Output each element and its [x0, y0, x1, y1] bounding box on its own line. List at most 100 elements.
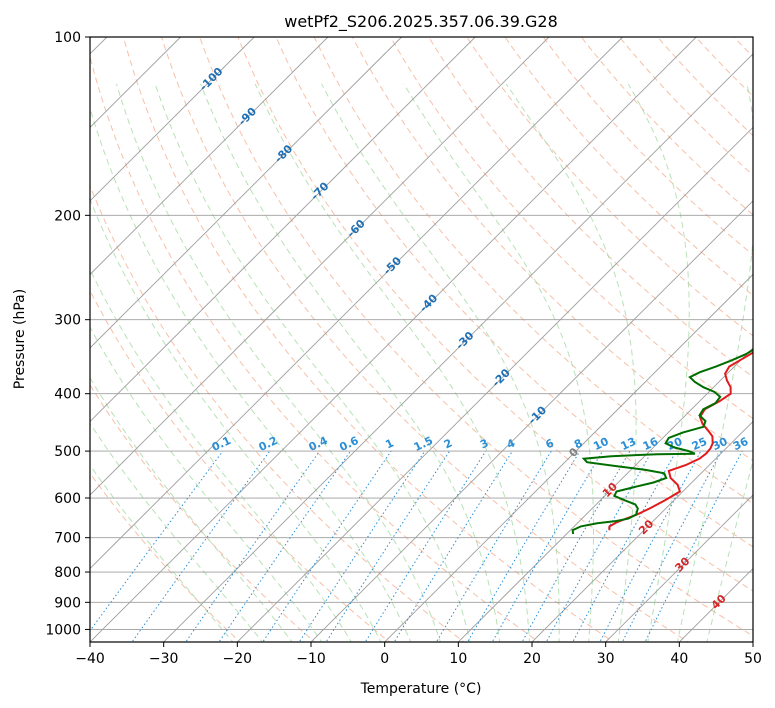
isotherm-label: -50 — [381, 254, 404, 277]
isotherm-label: -70 — [308, 179, 331, 202]
mixing-ratio-label: 4 — [505, 436, 518, 451]
mixing-ratio-line — [435, 450, 552, 642]
dry-adiabat-line — [389, 37, 753, 420]
mixing-ratio-line — [599, 450, 702, 642]
dry-adiabat-line — [161, 37, 690, 642]
dry-adiabat-line — [199, 37, 753, 637]
x-tick-label: 10 — [449, 651, 467, 667]
mixing-ratio-line — [218, 450, 351, 642]
moist-adiabat-line — [321, 83, 560, 642]
mixing-ratio-line — [393, 450, 513, 642]
y-tick-label: 300 — [54, 313, 81, 329]
isotherm-label: -30 — [453, 329, 476, 352]
temperature-profile-line — [608, 351, 753, 531]
moist-adiabat-line — [116, 83, 441, 642]
mixing-ratio-line — [325, 450, 451, 642]
isotherm-line — [605, 494, 753, 642]
isotherm-line — [90, 37, 550, 496]
isotherm-label: 40 — [709, 592, 729, 612]
x-tick-label: 30 — [597, 651, 615, 667]
moist-adiabat-line — [90, 464, 234, 642]
moist-adiabat-line — [505, 83, 637, 642]
isotherm-line — [90, 37, 697, 642]
dry-adiabat-line — [90, 289, 391, 642]
y-axis-label: Pressure (hPa) — [12, 289, 28, 389]
mixing-ratio-label: 2 — [442, 436, 454, 451]
isotherm-line — [90, 37, 476, 423]
mixing-ratio-line — [572, 450, 677, 642]
x-axis-label: Temperature (°C) — [360, 681, 482, 697]
x-tick-label: −20 — [223, 651, 253, 667]
moist-adiabat-line — [627, 83, 690, 642]
mixing-ratio-label: 30 — [710, 435, 730, 453]
x-tick-label: −40 — [75, 651, 105, 667]
y-tick-label: 800 — [54, 565, 81, 581]
x-tick-label: 0 — [380, 651, 389, 667]
y-tick-label: 100 — [54, 30, 81, 46]
dry-adiabat-line — [428, 37, 753, 378]
isotherm-label: -40 — [417, 291, 440, 314]
moist-adiabat-line — [706, 458, 753, 642]
dewpoint-profile-line — [571, 348, 753, 535]
mixing-ratio-label: 36 — [731, 435, 751, 453]
mixing-ratio-line — [621, 450, 722, 642]
dry-adiabat-line — [90, 472, 241, 642]
profile-lines — [571, 348, 753, 535]
isotherm-line — [679, 567, 753, 642]
y-tick-label: 500 — [54, 444, 81, 460]
x-tick-label: 20 — [523, 651, 541, 667]
isotherm-label: -20 — [490, 366, 513, 389]
chart-title: wetPf2_S206.2025.357.06.39.G28 — [284, 12, 558, 32]
isotherm-line — [90, 37, 623, 570]
mixing-ratio-label: 6 — [544, 436, 557, 451]
y-tick-label: 200 — [54, 208, 81, 224]
x-tick-label: −10 — [296, 651, 326, 667]
y-axis: 100 200 300 400 500 600 700 800 900 1000 — [45, 30, 90, 638]
isotherm-line — [90, 37, 402, 349]
plot-frame — [89, 36, 754, 643]
moist-adiabat-line — [90, 106, 412, 642]
mixing-ratio-line — [644, 450, 743, 642]
mixing-ratio-line — [466, 450, 581, 642]
isotherm-line — [458, 347, 753, 642]
dry-adiabat-line — [542, 37, 753, 256]
dry-adiabat-line — [275, 37, 753, 548]
dry-adiabat-line — [504, 37, 753, 296]
mixing-ratio-label: 1 — [383, 436, 395, 451]
isotherm-label: 20 — [636, 517, 656, 537]
background-lines — [90, 37, 753, 642]
isotherm-line — [237, 126, 753, 642]
dry-adiabat-line — [656, 37, 753, 137]
y-tick-label: 700 — [54, 531, 81, 547]
moist-adiabat-line — [90, 376, 293, 642]
contour-labels: 0.1 0.2 0.4 0.6 1 1.5 2 3 4 6 8 10 13 16 20 25 30 36-100-… — [197, 65, 751, 612]
isotherm-label: -100 — [197, 65, 226, 94]
isotherm-line — [531, 420, 753, 642]
mixing-ratio-label: 16 — [641, 435, 661, 453]
isotherm-line — [90, 37, 329, 276]
y-tick-label: 900 — [54, 595, 81, 611]
isotherm-line — [752, 641, 753, 642]
moist-adiabat-line — [403, 83, 594, 642]
mixing-ratio-line — [298, 450, 426, 642]
moist-adiabat-line — [90, 422, 264, 642]
dry-adiabat-line — [580, 37, 753, 216]
mixing-ratio-label: 13 — [619, 435, 638, 453]
isotherm-line — [310, 200, 753, 642]
isotherm-label: -60 — [345, 217, 368, 240]
moist-adiabat-line — [90, 198, 382, 642]
moist-adiabat-line — [254, 83, 530, 642]
dry-adiabat-line — [351, 37, 753, 462]
mixing-ratio-line — [185, 450, 321, 642]
mixing-ratio-label: 10 — [591, 435, 611, 453]
isotherm-label: -80 — [272, 142, 295, 165]
x-tick-label: 50 — [744, 651, 762, 667]
mixing-ratio-line — [90, 450, 224, 632]
moist-adiabat-line — [154, 83, 471, 642]
isotherm-label: -10 — [526, 403, 549, 426]
dry-adiabat-line — [313, 37, 753, 505]
isotherm-line — [384, 273, 753, 642]
x-tick-label: 40 — [670, 651, 688, 667]
y-tick-label: 600 — [54, 491, 81, 507]
